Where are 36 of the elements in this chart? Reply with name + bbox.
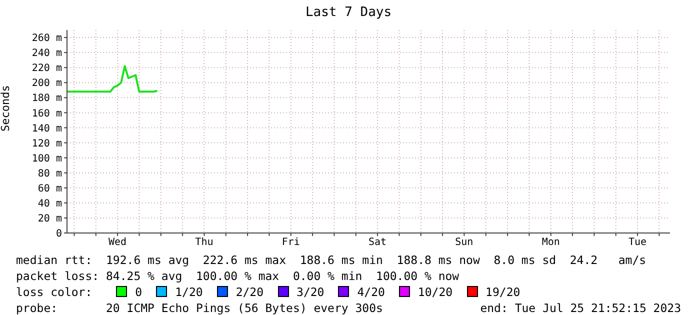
y-tick-label: 80 m <box>38 168 62 180</box>
text: median rtt: 192.6 ms avg 222.6 ms max 188.6 ms min 188.8 ms now 8.0 ms sd 24.2 am/s <box>16 252 648 268</box>
x-tick-label: Wed <box>108 237 127 248</box>
y-tick-label: 220 m <box>32 63 62 74</box>
y-tick-label: 40 m <box>38 198 62 210</box>
line-series <box>67 65 158 93</box>
y-axis-title: Seconds <box>0 85 12 132</box>
y-tick-label: 20 m <box>38 214 62 225</box>
chart-title: Last 7 Days <box>304 5 393 20</box>
text: end: Tue Jul 25 21:52:15 2023 <box>480 300 681 315</box>
text: 10/20 <box>418 285 453 299</box>
y-tick-label: 260 m <box>32 33 62 44</box>
y-tick-label: 0 <box>56 228 62 240</box>
x-tick-label: Tue <box>628 237 647 248</box>
text: loss color: <box>16 285 92 299</box>
y-tick-label: 140 m <box>32 123 62 134</box>
text: 3/20 <box>296 285 324 299</box>
text: 0 <box>135 285 142 299</box>
x-tick-label: Mon <box>542 237 560 248</box>
text: packet loss: 84.25 % avg 100.00 % max 0.00 % min 100.00 % now <box>16 268 460 284</box>
text: 1/20 <box>175 285 203 299</box>
y-tick-label: 180 m <box>32 93 62 104</box>
y-tick-label: 120 m <box>32 138 62 150</box>
text: probe: 20 ICMP Echo Pings (56 Bytes) every 300s <box>16 301 383 315</box>
y-tick-label: 240 m <box>32 48 62 60</box>
text: 4/20 <box>357 285 385 299</box>
text: 2/20 <box>236 285 264 299</box>
x-tick-label: Fri <box>282 237 300 248</box>
x-tick-label: Sat <box>368 237 387 248</box>
x-tick-label: Thu <box>195 237 214 248</box>
text: 19/20 <box>486 285 520 299</box>
y-tick-label: 200 m <box>32 78 62 90</box>
y-tick-label: 60 m <box>38 183 62 194</box>
y-tick-label: 100 m <box>32 153 62 164</box>
x-tick-label: Sun <box>455 237 474 248</box>
y-tick-label: 160 m <box>32 108 62 120</box>
